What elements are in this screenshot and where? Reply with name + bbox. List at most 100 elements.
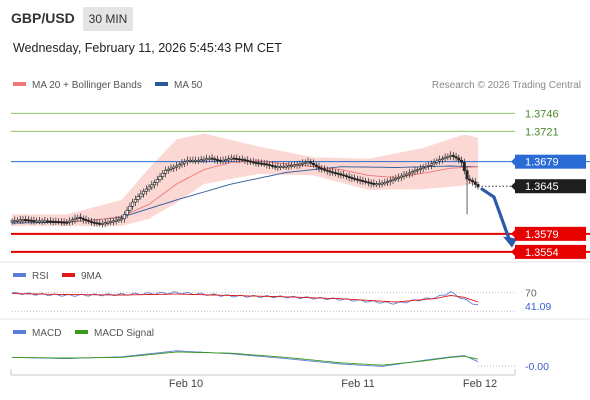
- candle-down: [213, 158, 217, 161]
- candle-up: [446, 155, 450, 158]
- rsi-tick-label: 70: [525, 288, 537, 300]
- candle-up: [100, 222, 104, 225]
- candle-down: [65, 221, 69, 224]
- candle-up: [155, 179, 159, 183]
- candle-up: [188, 159, 192, 162]
- legend-label: 9MA: [81, 271, 102, 282]
- legend-rsi: RSI: [13, 271, 49, 282]
- candle-up: [161, 173, 165, 177]
- candle-up: [290, 164, 294, 167]
- candle-up: [164, 170, 168, 174]
- legend-rsi-9ma: 9MA: [62, 271, 102, 282]
- candle-down: [372, 183, 376, 185]
- candle-up: [388, 180, 392, 182]
- candle-up: [301, 162, 305, 165]
- candle-up: [76, 216, 80, 219]
- candle-up: [125, 210, 129, 215]
- candle-down: [257, 162, 261, 165]
- candle-up: [70, 219, 74, 222]
- candle-up: [114, 219, 118, 222]
- candle-down: [336, 172, 340, 175]
- candle-down: [358, 179, 362, 182]
- legend-label: MACD: [32, 328, 62, 339]
- candle-down: [248, 160, 252, 163]
- legend-swatch: [155, 82, 168, 87]
- level-tag-pointer: [511, 247, 515, 256]
- candle-up: [172, 166, 176, 169]
- candle-down: [325, 169, 329, 172]
- candle-down: [218, 159, 222, 162]
- candle-up: [407, 172, 411, 175]
- candle-up: [227, 158, 231, 161]
- candle-down: [353, 177, 357, 180]
- candle-down: [79, 216, 83, 219]
- legend-macd-signal: MACD Signal: [75, 328, 154, 339]
- bollinger-band: [12, 133, 478, 226]
- candle-down: [246, 159, 250, 162]
- candle-up: [435, 160, 439, 163]
- candle-up: [183, 161, 187, 164]
- timeframe-button[interactable]: 30 MIN: [83, 7, 133, 31]
- candle-up: [10, 220, 14, 223]
- candle-up: [416, 169, 420, 172]
- candle-up: [449, 154, 453, 157]
- legend-label: MACD Signal: [94, 328, 155, 339]
- candle-up: [43, 220, 47, 223]
- candle-up: [13, 220, 17, 223]
- candle-down: [454, 156, 458, 159]
- candle-up: [287, 165, 291, 168]
- candle-up: [185, 159, 189, 162]
- candle-up: [397, 176, 401, 179]
- candle-up: [413, 170, 417, 173]
- candle-down: [270, 164, 274, 167]
- candle-up: [443, 157, 447, 159]
- candle-up: [139, 193, 143, 197]
- candle-up: [295, 164, 299, 167]
- candle-up: [128, 205, 132, 211]
- candle-down: [54, 221, 58, 223]
- candle-up: [117, 219, 121, 221]
- candle-down: [344, 175, 348, 178]
- candle-up: [386, 181, 390, 184]
- candle-down: [273, 165, 277, 168]
- candle-down: [46, 220, 50, 223]
- candle-up: [109, 221, 113, 224]
- candle-down: [95, 222, 99, 225]
- time-tick-label: Feb 11: [341, 378, 374, 390]
- level-tag-pointer: [511, 182, 515, 191]
- candle-down: [314, 164, 318, 167]
- candle-up: [405, 173, 409, 176]
- candle-down: [451, 154, 455, 157]
- candle-up: [131, 201, 135, 207]
- candle-down: [328, 170, 332, 173]
- candle-up: [402, 174, 406, 177]
- candle-up: [202, 158, 206, 161]
- candle-up: [147, 186, 151, 190]
- candle-up: [103, 222, 107, 225]
- candle-down: [322, 168, 326, 171]
- chart-datetime: Wednesday, February 11, 2026 5:45:43 PM …: [13, 41, 282, 55]
- macd-signal-line: [12, 351, 479, 366]
- level-tag-pointer: [511, 229, 515, 238]
- price-panel: 1.3746 1.3721 1.3679 1.3645 1.3579 1.3554: [10, 108, 590, 259]
- candle-up: [106, 221, 110, 224]
- candle-up: [144, 188, 148, 192]
- candle-up: [133, 199, 137, 203]
- candle-down: [89, 221, 93, 224]
- candle-down: [29, 219, 33, 222]
- candle-up: [120, 218, 124, 221]
- candle-down: [361, 180, 365, 182]
- candle-up: [136, 196, 140, 200]
- level-tag-pivot: [515, 154, 586, 169]
- macd-line: [11, 350, 479, 367]
- candle-up: [174, 165, 178, 168]
- legend-ma50: MA 50: [155, 80, 202, 91]
- candle-up: [432, 162, 436, 165]
- legend-label: MA 20 + Bollinger Bands: [32, 80, 142, 91]
- candle-down: [355, 178, 359, 181]
- candle-down: [268, 164, 272, 167]
- candle-up: [276, 166, 280, 169]
- candle-down: [457, 157, 461, 161]
- rsi-last-value: 41.09: [525, 301, 551, 313]
